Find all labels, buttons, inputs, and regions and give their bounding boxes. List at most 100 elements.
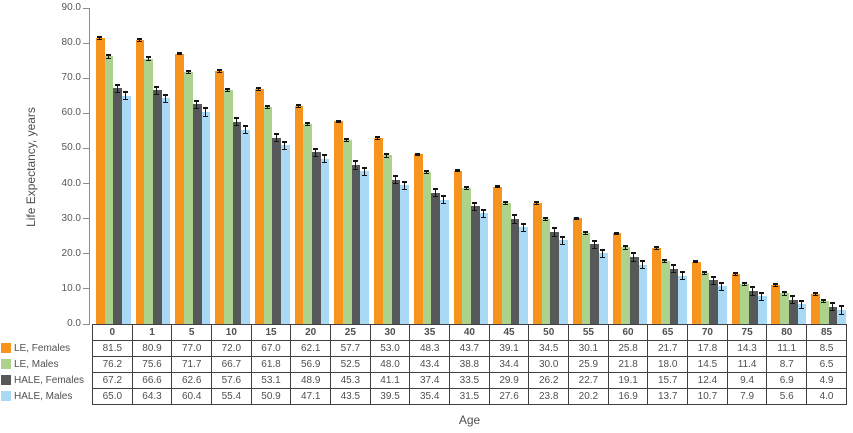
bar-hale-males-age-40 <box>479 208 489 324</box>
error-bar <box>551 227 557 237</box>
legend-label: HALE, Females <box>14 374 85 386</box>
table-cell-le-males-age-25: 52.5 <box>330 356 371 373</box>
table-cell-le-females-age-0: 81.5 <box>92 340 133 357</box>
y-axis-tick-label: 10.0 <box>61 282 81 294</box>
bar-hale-females-age-55 <box>590 239 599 324</box>
bar-group-age-55 <box>569 8 609 324</box>
table-cell-le-males-age-5: 71.7 <box>171 356 213 373</box>
bar-hale-females-age-60 <box>629 252 639 324</box>
table-cell-hale-females-age-15: 53.1 <box>250 372 292 389</box>
legend-item-le-males: LE, Males <box>1 356 89 372</box>
y-axis-tick <box>83 253 90 255</box>
error-bar <box>114 83 120 93</box>
table-cell-hale-males-age-0: 65.0 <box>92 388 133 405</box>
bar-group-age-1 <box>132 8 172 324</box>
table-cell-le-males-age-80: 8.7 <box>766 356 808 373</box>
table-header-cell-age-45: 45 <box>488 324 530 341</box>
legend-item-hale-females: HALE, Females <box>1 372 89 388</box>
table-cell-hale-males-age-35: 35.4 <box>409 388 451 405</box>
error-bar <box>512 214 518 224</box>
error-bar <box>829 302 835 312</box>
table-cell-hale-females-age-25: 45.3 <box>330 372 371 389</box>
bar-hale-females-age-85 <box>828 302 838 324</box>
error-bar <box>361 166 367 176</box>
error-bar <box>216 69 222 73</box>
error-bar <box>106 54 112 59</box>
bar-group-age-70 <box>688 8 728 324</box>
y-axis-title: Life Expectancy, years <box>24 107 38 227</box>
table-cell-hale-females-age-20: 48.9 <box>290 372 332 389</box>
bar-hale-males-age-65 <box>678 271 688 324</box>
bar-le-females-age-50 <box>533 201 542 324</box>
bar-hale-males-age-1 <box>161 93 171 324</box>
bar-hale-females-age-10 <box>232 117 242 324</box>
error-bar <box>335 119 341 124</box>
error-bar <box>702 271 708 276</box>
table-header-cell-age-55: 55 <box>568 324 609 341</box>
error-bar <box>613 231 619 236</box>
table-header-row: 0 1 5 10 15 20 25 30 35 40 45 50 55 60 65 70 75 80 85 <box>92 324 847 341</box>
table-cell-hale-males-age-1: 64.3 <box>131 388 173 405</box>
table-cell-le-females-age-40: 43.7 <box>449 340 490 357</box>
table-header-cell-age-10: 10 <box>211 324 252 341</box>
table-cell-hale-females-age-30: 41.1 <box>369 372 411 389</box>
error-bar <box>798 299 804 309</box>
table-cell-le-females-age-20: 62.1 <box>290 340 332 357</box>
table-header-cell-age-15: 15 <box>250 324 292 341</box>
bar-hale-males-age-80 <box>797 299 807 324</box>
bar-hale-males-age-0 <box>122 91 131 324</box>
y-axis-tick-label: 70.0 <box>61 72 81 84</box>
table-cell-hale-males-age-80: 5.6 <box>766 388 808 405</box>
table-header-cell-age-75: 75 <box>726 324 768 341</box>
table-cell-hale-males-age-20: 47.1 <box>290 388 332 405</box>
legend-item-hale-males: HALE, Males <box>1 388 89 404</box>
table-cell-hale-females-age-35: 37.4 <box>409 372 451 389</box>
error-bar <box>353 160 359 170</box>
error-bar <box>282 140 288 150</box>
bar-group-age-80 <box>767 8 807 324</box>
bar-le-males-age-65 <box>660 258 670 324</box>
table-cell-hale-males-age-45: 27.6 <box>488 388 530 405</box>
bar-group-age-15 <box>251 8 291 324</box>
error-bar <box>741 281 747 287</box>
legend-label: LE, Males <box>14 358 59 370</box>
error-bar <box>322 154 328 164</box>
bar-le-females-age-45 <box>493 184 503 324</box>
error-bar <box>185 70 191 75</box>
error-bar <box>176 51 182 56</box>
table-cell-hale-females-age-45: 29.9 <box>488 372 530 389</box>
bar-le-males-age-15 <box>263 104 273 324</box>
table-cell-hale-females-age-1: 66.6 <box>131 372 173 389</box>
error-bar <box>145 56 151 61</box>
table-header-cell-age-70: 70 <box>687 324 728 341</box>
error-bar <box>790 295 796 305</box>
error-bar <box>472 201 478 211</box>
error-bar <box>812 292 818 296</box>
bar-le-females-age-85 <box>811 292 820 324</box>
bar-le-females-age-70 <box>692 259 701 324</box>
table-row-le-females: 81.5 80.9 77.0 72.0 67.0 62.1 57.7 53.0 48.3 43.7… <box>92 340 847 357</box>
y-axis-tick <box>83 323 90 325</box>
bar-hale-females-age-35 <box>431 188 440 324</box>
y-axis-tick <box>83 112 90 114</box>
y-axis-tick-label: 60.0 <box>61 107 81 119</box>
error-bar <box>273 133 279 143</box>
table-cell-le-males-age-30: 48.0 <box>369 356 411 373</box>
error-bar <box>662 258 668 263</box>
table-cell-le-females-age-35: 48.3 <box>409 340 451 357</box>
error-bar <box>256 87 262 91</box>
table-cell-hale-females-age-75: 9.4 <box>726 372 768 389</box>
table-cell-le-females-age-55: 30.1 <box>568 340 609 357</box>
bar-hale-males-age-85 <box>837 305 846 324</box>
bar-le-males-age-5 <box>184 70 193 324</box>
table-header-cell-age-30: 30 <box>369 324 411 341</box>
error-bar <box>733 272 739 276</box>
table-header-cell-age-50: 50 <box>528 324 570 341</box>
table-cell-hale-females-age-55: 22.7 <box>568 372 609 389</box>
table-cell-le-males-age-50: 30.0 <box>528 356 570 373</box>
bar-group-age-40 <box>450 8 490 324</box>
table-cell-hale-males-age-40: 31.5 <box>449 388 490 405</box>
bar-le-males-age-1 <box>144 56 154 324</box>
y-axis-tick <box>83 288 90 290</box>
